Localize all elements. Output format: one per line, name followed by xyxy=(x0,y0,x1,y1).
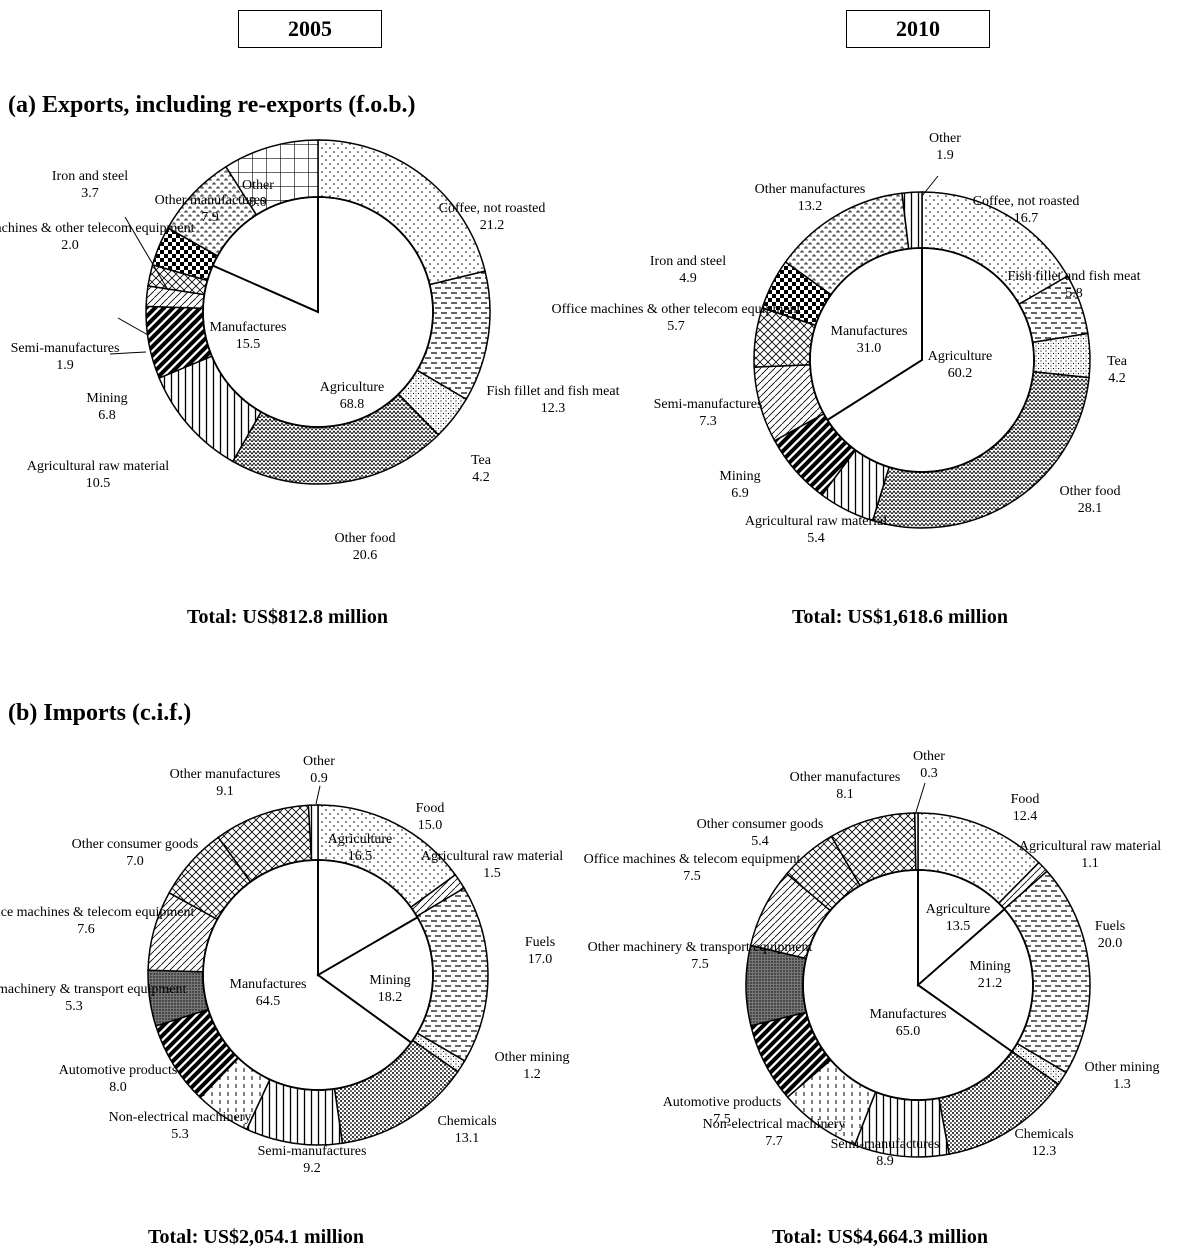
leader-line xyxy=(109,351,147,355)
slice-label-other-machinery-and-transport-equipment: Other machinery & transport equipment 7.5 xyxy=(588,940,813,972)
slice-label-tea: Tea 4.2 xyxy=(471,453,492,485)
slice-label-iron-and-steel: Iron and steel 3.7 xyxy=(52,169,128,201)
section-title-imports: (b) Imports (c.i.f.) xyxy=(8,700,192,726)
slice-label-automotive-products: Automotive products 8.0 xyxy=(59,1063,178,1095)
year-label-2010: 2010 xyxy=(846,10,990,48)
inner-slice-agriculture xyxy=(826,247,1035,473)
slice-label-office-machines-and-other-telecom-equipment: Office machines & other telecom equipmen… xyxy=(0,221,195,253)
slice-label-semi-manufactures: Semi-manufactures 7.3 xyxy=(654,397,763,429)
slice-label-office-machines-and-other-telecom-equipment: Office machines & other telecom equipmen… xyxy=(552,302,801,334)
slice-label-semi-manufactures: Semi-manufactures 9.2 xyxy=(258,1144,367,1176)
slice-label-fish-fillet-and-fish-meat: Fish fillet and fish meat 5.8 xyxy=(1008,269,1141,301)
slice-label-automotive-products: Automotive products 7.5 xyxy=(663,1095,782,1127)
total-imports-2010: Total: US$4,664.3 million xyxy=(772,1226,988,1248)
inner-label-agriculture: Agriculture 68.8 xyxy=(320,380,385,412)
slice-label-other: Other 0.9 xyxy=(303,754,335,786)
slice-label-other-food: Other food 28.1 xyxy=(1059,484,1120,516)
inner-slice-manufactures xyxy=(809,247,923,422)
slice-label-other-manufactures: Other manufactures 8.1 xyxy=(790,770,901,802)
exports-2010-donut-chart: Agriculture 60.2 Manufactures 31.0 Coffee, n… xyxy=(552,131,1141,546)
slice-label-other-consumer-goods: Other consumer goods 7.0 xyxy=(72,837,199,869)
slice-label-agricultural-raw-material: Agricultural raw material 10.5 xyxy=(27,459,169,491)
slice-label-coffee-not-roasted: Coffee, not roasted 21.2 xyxy=(439,201,546,233)
inner-slice-agriculture xyxy=(317,859,419,977)
imports-2005-donut-chart: Agriculture 16.5 Mining 18.2 Manufactures 64.… xyxy=(0,754,570,1176)
slice-label-other-consumer-goods: Other consumer goods 5.4 xyxy=(697,817,824,849)
leader-line xyxy=(921,175,939,197)
slice-label-fish-fillet-and-fish-meat: Fish fillet and fish meat 12.3 xyxy=(487,384,620,416)
slice-label-food: Food 15.0 xyxy=(416,801,445,833)
inner-slice-manufactures xyxy=(802,869,1014,1101)
leader-line xyxy=(915,782,926,813)
slice-label-chemicals: Chemicals 12.3 xyxy=(1014,1127,1073,1159)
total-exports-2010: Total: US$1,618.6 million xyxy=(792,606,1008,628)
slice-label-other-mining: Other mining 1.2 xyxy=(494,1050,569,1082)
slice-label-iron-and-steel: Iron and steel 4.9 xyxy=(650,254,726,286)
inner-label-manufactures: Manufactures 65.0 xyxy=(870,1007,947,1039)
slice-label-other-manufactures: Other manufactures 13.2 xyxy=(755,182,866,214)
inner-slice-mining xyxy=(916,907,1034,1053)
slice-label-other: Other 1.9 xyxy=(929,131,961,163)
slice-label-other-manufactures: Other manufactures 9.1 xyxy=(170,767,281,799)
slice-label-other-mining: Other mining 1.3 xyxy=(1084,1060,1159,1092)
outer-slice-other xyxy=(913,812,919,871)
slice-label-fuels: Fuels 17.0 xyxy=(525,935,555,967)
slice-label-semi-manufactures: Semi-manufactures 8.9 xyxy=(831,1137,940,1169)
slice-label-food: Food 12.4 xyxy=(1011,792,1040,824)
inner-slice-agriculture xyxy=(202,196,434,428)
inner-label-manufactures: Manufactures 15.5 xyxy=(210,320,287,352)
inner-label-manufactures: Manufactures 31.0 xyxy=(831,324,908,356)
leader-line xyxy=(124,216,169,291)
slice-label-mining: Mining 6.9 xyxy=(719,469,760,501)
inner-label-mining: Mining 18.2 xyxy=(369,973,410,1005)
slice-label-non-electrical-machinery: Non-electrical machinery 7.7 xyxy=(703,1117,846,1149)
section-title-exports: (a) Exports, including re-exports (f.o.b… xyxy=(8,92,416,118)
slice-label-fuels: Fuels 20.0 xyxy=(1095,919,1125,951)
slice-label-other: Other 9.0 xyxy=(242,178,274,210)
inner-label-agriculture: Agriculture 13.5 xyxy=(926,902,991,934)
outer-slice-other-machinery-and-transport-equipment xyxy=(745,944,808,1027)
slice-label-office-machines-and-telecom-equipment: Office machines & telecom equipment 7.5 xyxy=(584,852,801,884)
slice-label-chemicals: Chemicals 13.1 xyxy=(437,1114,496,1146)
slice-label-mining: Mining 6.8 xyxy=(86,391,127,423)
slice-label-coffee-not-roasted: Coffee, not roasted 16.7 xyxy=(973,194,1080,226)
slice-label-other-manufactures: Other manufactures 7.9 xyxy=(155,193,266,225)
inner-label-agriculture: Agriculture 60.2 xyxy=(928,349,993,381)
slice-label-other: Other 0.3 xyxy=(913,749,945,781)
slice-label-other-food: Other food 20.6 xyxy=(334,531,395,563)
inner-slice-manufactures xyxy=(202,859,413,1091)
slice-label-semi-manufactures: Semi-manufactures 1.9 xyxy=(11,341,120,373)
leader-line xyxy=(117,317,149,336)
exports-2005-donut-chart: Agriculture 68.8 Manufactures 15.5 Coffee, n… xyxy=(0,139,620,563)
inner-slice-mining xyxy=(316,916,434,1044)
slice-label-tea: Tea 4.2 xyxy=(1107,354,1128,386)
slice-label-agricultural-raw-material: Agricultural raw material 1.5 xyxy=(421,849,563,881)
inner-slice-manufactures xyxy=(211,196,319,314)
inner-label-mining: Mining 21.2 xyxy=(969,959,1010,991)
imports-2010-donut-chart: Agriculture 13.5 Mining 21.2 Manufactures 65.… xyxy=(584,749,1162,1169)
slice-label-agricultural-raw-material: Agricultural raw material 5.4 xyxy=(745,514,887,546)
inner-label-agriculture: Agriculture 16.5 xyxy=(328,832,393,864)
total-imports-2005: Total: US$2,054.1 million xyxy=(148,1226,364,1248)
year-label-2005: 2005 xyxy=(238,10,382,48)
inner-label-manufactures: Manufactures 64.5 xyxy=(230,977,307,1009)
slice-label-agricultural-raw-material: Agricultural raw material 1.1 xyxy=(1019,839,1161,871)
leader-line xyxy=(315,785,321,805)
slice-label-non-electrical-machinery: Non-electrical machinery 5.3 xyxy=(109,1110,252,1142)
inner-slice-agriculture xyxy=(917,869,1006,987)
total-exports-2005: Total: US$812.8 million xyxy=(187,606,388,628)
